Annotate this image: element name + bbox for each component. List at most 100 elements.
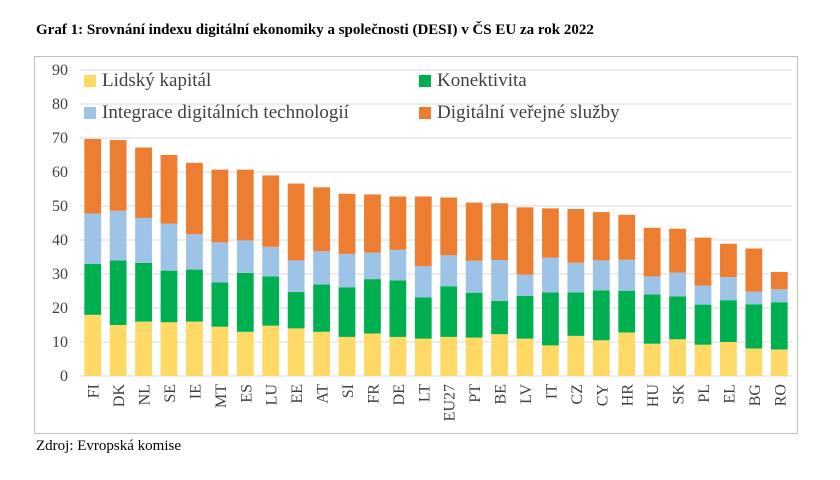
- bar-segment: [694, 285, 712, 305]
- bar-segment: [567, 209, 585, 263]
- x-tick-label: CY: [594, 384, 611, 407]
- bar-segment: [313, 331, 330, 376]
- legend-label: Lidský kapitál: [102, 70, 211, 91]
- bar-segment: [338, 193, 356, 254]
- legend: Lidský kapitál Konektivita Integrace digit…: [84, 70, 620, 123]
- y-axis-ticks: 0 10 20 30 40 50 60 70 80 90: [52, 62, 68, 385]
- x-tick-label: EL: [721, 384, 738, 404]
- bar-segment: [135, 262, 152, 322]
- stacked-bar-chart: 0 10 20 30 40 50 60 70 80 90 FI DK NL SE IE MT ES LU EE AT…: [34, 56, 798, 434]
- bar-segment: [491, 260, 508, 301]
- bar-segment: [364, 252, 381, 280]
- bar-segment: [262, 246, 280, 277]
- bar-segment: [720, 342, 737, 376]
- bar-segment: [745, 348, 763, 376]
- y-tick-label: 60: [52, 164, 68, 181]
- bar-segment: [84, 263, 102, 315]
- bar-segment: [465, 292, 483, 338]
- legend-label: Integrace digitálních technologií: [102, 102, 350, 123]
- x-tick-label: IE: [187, 384, 204, 399]
- bar-segment: [491, 203, 508, 261]
- bar-segment: [491, 334, 508, 376]
- bar-segment: [542, 345, 559, 376]
- bar-segment: [236, 240, 254, 273]
- bar-segment: [236, 331, 254, 376]
- x-tick-label: MT: [213, 384, 230, 408]
- x-tick-label: EU27: [442, 384, 459, 421]
- bar-segment: [135, 321, 152, 376]
- bar-segment: [160, 155, 178, 224]
- y-tick-label: 90: [52, 62, 68, 79]
- y-tick-label: 70: [52, 130, 68, 147]
- bar-segment: [669, 296, 686, 340]
- x-tick-label: IT: [543, 384, 560, 399]
- bar-segment: [643, 294, 661, 344]
- bar-segment: [720, 300, 737, 342]
- bar-segment: [465, 260, 483, 293]
- bar-segment: [186, 162, 203, 235]
- bar-segment: [542, 292, 559, 346]
- bar-segment: [84, 314, 102, 376]
- x-tick-label: LV: [518, 384, 535, 404]
- bar-segment: [745, 291, 763, 305]
- bar-segment: [770, 289, 788, 303]
- bar-segment: [770, 271, 788, 290]
- bar-segment: [236, 169, 254, 241]
- x-tick-label: FR: [365, 384, 382, 404]
- x-tick-label: SE: [162, 384, 179, 403]
- bar-segment: [720, 243, 737, 278]
- bar-segment: [135, 147, 152, 218]
- legend-swatch: [419, 107, 431, 119]
- legend-swatch: [84, 75, 96, 87]
- bar-segment: [414, 196, 432, 267]
- y-tick-label: 80: [52, 96, 68, 113]
- bar-segment: [236, 272, 254, 332]
- bar-segment: [440, 286, 458, 337]
- bar-segment: [669, 228, 686, 273]
- bar-segment: [389, 336, 407, 376]
- bar-segment: [211, 242, 229, 283]
- bar-segment: [389, 249, 407, 281]
- x-tick-label: LT: [416, 384, 433, 402]
- bar-segment: [465, 337, 483, 376]
- y-tick-label: 0: [60, 368, 68, 385]
- x-tick-label: NL: [137, 384, 154, 405]
- bar-segment: [491, 300, 508, 335]
- bar-segment: [669, 272, 686, 297]
- chart-title: Graf 1: Srovnání indexu digitální ekonom…: [36, 22, 594, 38]
- bar-segment: [287, 292, 305, 329]
- bar-segment: [109, 140, 127, 211]
- x-tick-label: DK: [111, 384, 128, 408]
- bar-segment: [160, 322, 178, 376]
- bar-segment: [84, 139, 102, 214]
- bar-segment: [440, 255, 458, 287]
- bar-segment: [745, 248, 763, 292]
- bar-segment: [720, 277, 737, 301]
- bar-segment: [186, 234, 203, 270]
- bar-segment: [313, 251, 330, 285]
- bar-segment: [338, 287, 356, 337]
- legend-label: Digitální veřejné služby: [437, 102, 620, 123]
- bar-segment: [618, 332, 636, 376]
- bar-segment: [542, 257, 559, 293]
- x-tick-label: CZ: [569, 384, 586, 404]
- bar-segment: [414, 338, 432, 376]
- bar-segment: [364, 194, 381, 253]
- y-tick-label: 40: [52, 232, 68, 249]
- bar-segment: [287, 328, 305, 376]
- x-tick-label: LU: [264, 384, 281, 406]
- x-tick-label: FI: [86, 384, 103, 398]
- bar-segment: [109, 325, 127, 376]
- x-tick-label: ES: [238, 384, 255, 403]
- bar-segment: [211, 326, 229, 376]
- bar-segment: [567, 335, 585, 376]
- bar-segment: [364, 279, 381, 334]
- bar-segment: [643, 227, 661, 277]
- x-tick-label: PT: [467, 384, 484, 403]
- source-note: Zdroj: Evropská komise: [36, 438, 181, 454]
- bar-segment: [592, 340, 610, 376]
- bar-segment: [84, 213, 102, 264]
- bar-segment: [516, 338, 534, 376]
- bar-segment: [592, 260, 610, 291]
- y-tick-label: 20: [52, 300, 68, 317]
